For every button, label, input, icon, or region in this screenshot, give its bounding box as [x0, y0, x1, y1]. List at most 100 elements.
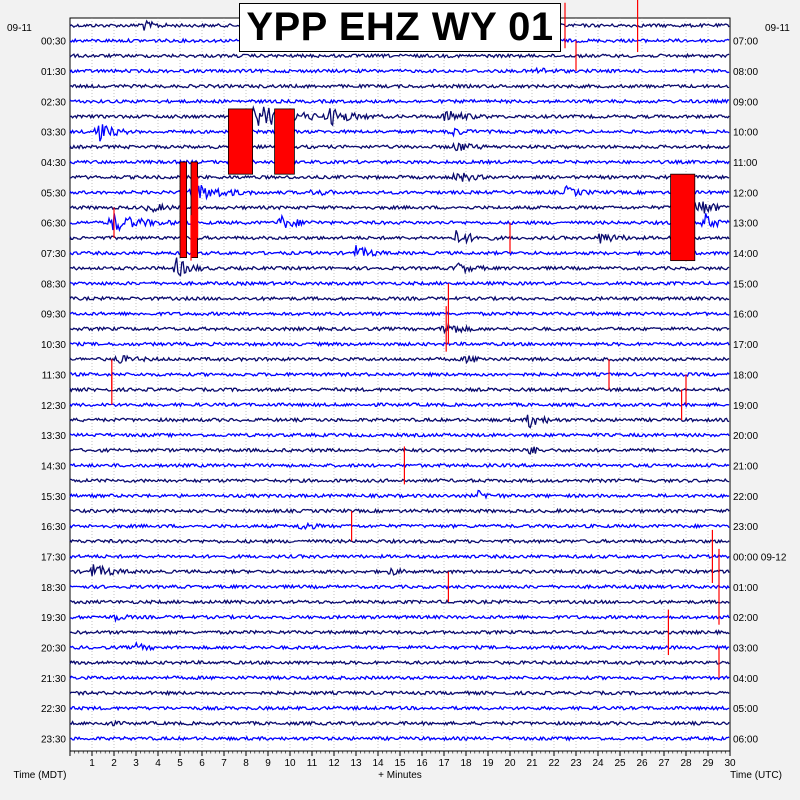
- trace-line: [69, 553, 730, 560]
- trace-line: [69, 66, 730, 75]
- left-time-label: 04:30: [41, 158, 66, 169]
- clip-block: [670, 173, 696, 262]
- left-time-label: 13:30: [41, 431, 66, 442]
- left-time-label: 14:30: [41, 461, 66, 472]
- right-time-label: 20:00: [733, 431, 758, 442]
- trace-line: [69, 613, 730, 624]
- right-axis-label: Time (UTC): [730, 770, 782, 781]
- right-time-label: 06:00: [733, 734, 758, 745]
- trace-line: [69, 52, 730, 59]
- clip-block: [274, 108, 295, 175]
- left-time-label: 02:30: [41, 97, 66, 108]
- left-time-label: 07:30: [41, 249, 66, 260]
- x-tick-label: 25: [614, 758, 626, 769]
- trace-line: [69, 538, 730, 545]
- trace-line: [69, 141, 730, 152]
- trace-line: [69, 354, 730, 365]
- trace-line: [69, 564, 730, 577]
- right-time-label: 21:00: [733, 461, 758, 472]
- left-time-label: 19:30: [41, 613, 66, 624]
- trace-line: [69, 659, 730, 666]
- chart-title-box: YPP EHZ WY 01: [239, 3, 561, 52]
- x-tick-label: 19: [482, 758, 494, 769]
- clip-layer: [111, 0, 720, 678]
- trace-line: [69, 735, 730, 742]
- trace-line: [69, 489, 730, 500]
- right-time-label: 01:00: [733, 583, 758, 594]
- left-time-label: 05:30: [41, 188, 66, 199]
- right-time-label: 13:00: [733, 219, 758, 230]
- x-tick-label: 26: [636, 758, 648, 769]
- trace-line: [69, 310, 730, 317]
- left-time-label: 01:30: [41, 67, 66, 78]
- right-time-label: 00:00 09-12: [733, 552, 787, 563]
- trace-line: [69, 432, 730, 439]
- right-time-label: 12:00: [733, 188, 758, 199]
- trace-line: [69, 386, 730, 393]
- left-time-label: 03:30: [41, 128, 66, 139]
- x-tick-label: 24: [592, 758, 604, 769]
- x-tick-label: 4: [155, 758, 161, 769]
- trace-line: [69, 295, 730, 302]
- x-tick-label: 5: [177, 758, 183, 769]
- right-time-label: 02:00: [733, 613, 758, 624]
- right-time-label: 11:00: [733, 158, 758, 169]
- x-axis: 1 2 3 4 5 6 7 8 9 10 11 12 13 14 15 16 17 18 19 20 21 22 23 24 2…: [69, 751, 736, 769]
- x-tick-label: 13: [350, 758, 362, 769]
- left-time-label: 18:30: [41, 583, 66, 594]
- right-time-label: 17:00: [733, 340, 758, 351]
- trace-line: [69, 446, 730, 455]
- trace-line: [69, 83, 730, 90]
- trace-line: [69, 462, 730, 469]
- left-time-label: 00:30: [41, 37, 66, 48]
- left-time-label: 06:30: [41, 219, 66, 230]
- clip-block: [190, 161, 198, 259]
- left-time-axis: 00:30 01:30 02:30 03:30 04:30 05:30 06:30 07:30…: [41, 37, 66, 746]
- trace-line: [69, 641, 730, 652]
- left-axis-label: Time (MDT): [14, 770, 67, 781]
- right-time-label: 23:00: [733, 522, 758, 533]
- right-time-label: 14:00: [733, 249, 758, 260]
- trace-line: [69, 521, 730, 531]
- x-tick-label: 17: [438, 758, 450, 769]
- left-time-label: 20:30: [41, 643, 66, 654]
- x-tick-label: 23: [570, 758, 582, 769]
- x-tick-label: 3: [133, 758, 139, 769]
- trace-line: [69, 124, 730, 142]
- left-time-label: 08:30: [41, 279, 66, 290]
- right-time-label: 18:00: [733, 370, 758, 381]
- x-tick-label: 15: [394, 758, 406, 769]
- left-time-label: 23:30: [41, 734, 66, 745]
- trace-line: [69, 414, 730, 429]
- left-time-label: 12:30: [41, 401, 66, 412]
- trace-line: [69, 98, 730, 105]
- left-time-label: 15:30: [41, 492, 66, 503]
- trace-line: [69, 629, 730, 636]
- trace-line: [69, 477, 730, 484]
- right-date-label: 09-11: [765, 23, 790, 34]
- right-time-label: 08:00: [733, 67, 758, 78]
- trace-line: [70, 371, 730, 378]
- x-tick-label: 30: [724, 758, 736, 769]
- right-time-axis: 07:00 08:00 09:00 10:00 11:00 12:00 13:00 14:00…: [733, 37, 787, 746]
- left-time-label: 21:30: [41, 674, 66, 685]
- trace-line: [69, 598, 730, 605]
- left-time-label: 09:30: [41, 310, 66, 321]
- left-time-label: 16:30: [41, 522, 66, 533]
- trace-line: [69, 674, 730, 681]
- x-tick-label: 21: [526, 758, 538, 769]
- clip-block: [227, 108, 253, 175]
- left-time-label: 22:30: [41, 704, 66, 715]
- right-time-label: 19:00: [733, 401, 758, 412]
- x-axis-label: + Minutes: [378, 770, 422, 781]
- x-tick-label: 10: [284, 758, 296, 769]
- trace-line: [69, 719, 730, 727]
- right-time-label: 16:00: [733, 310, 758, 321]
- x-tick-label: 2: [111, 758, 117, 769]
- trace-line: [69, 705, 730, 712]
- x-tick-label: 8: [243, 758, 249, 769]
- x-tick-label: 28: [680, 758, 692, 769]
- x-tick-label: 18: [460, 758, 472, 769]
- left-time-label: 11:30: [42, 370, 67, 381]
